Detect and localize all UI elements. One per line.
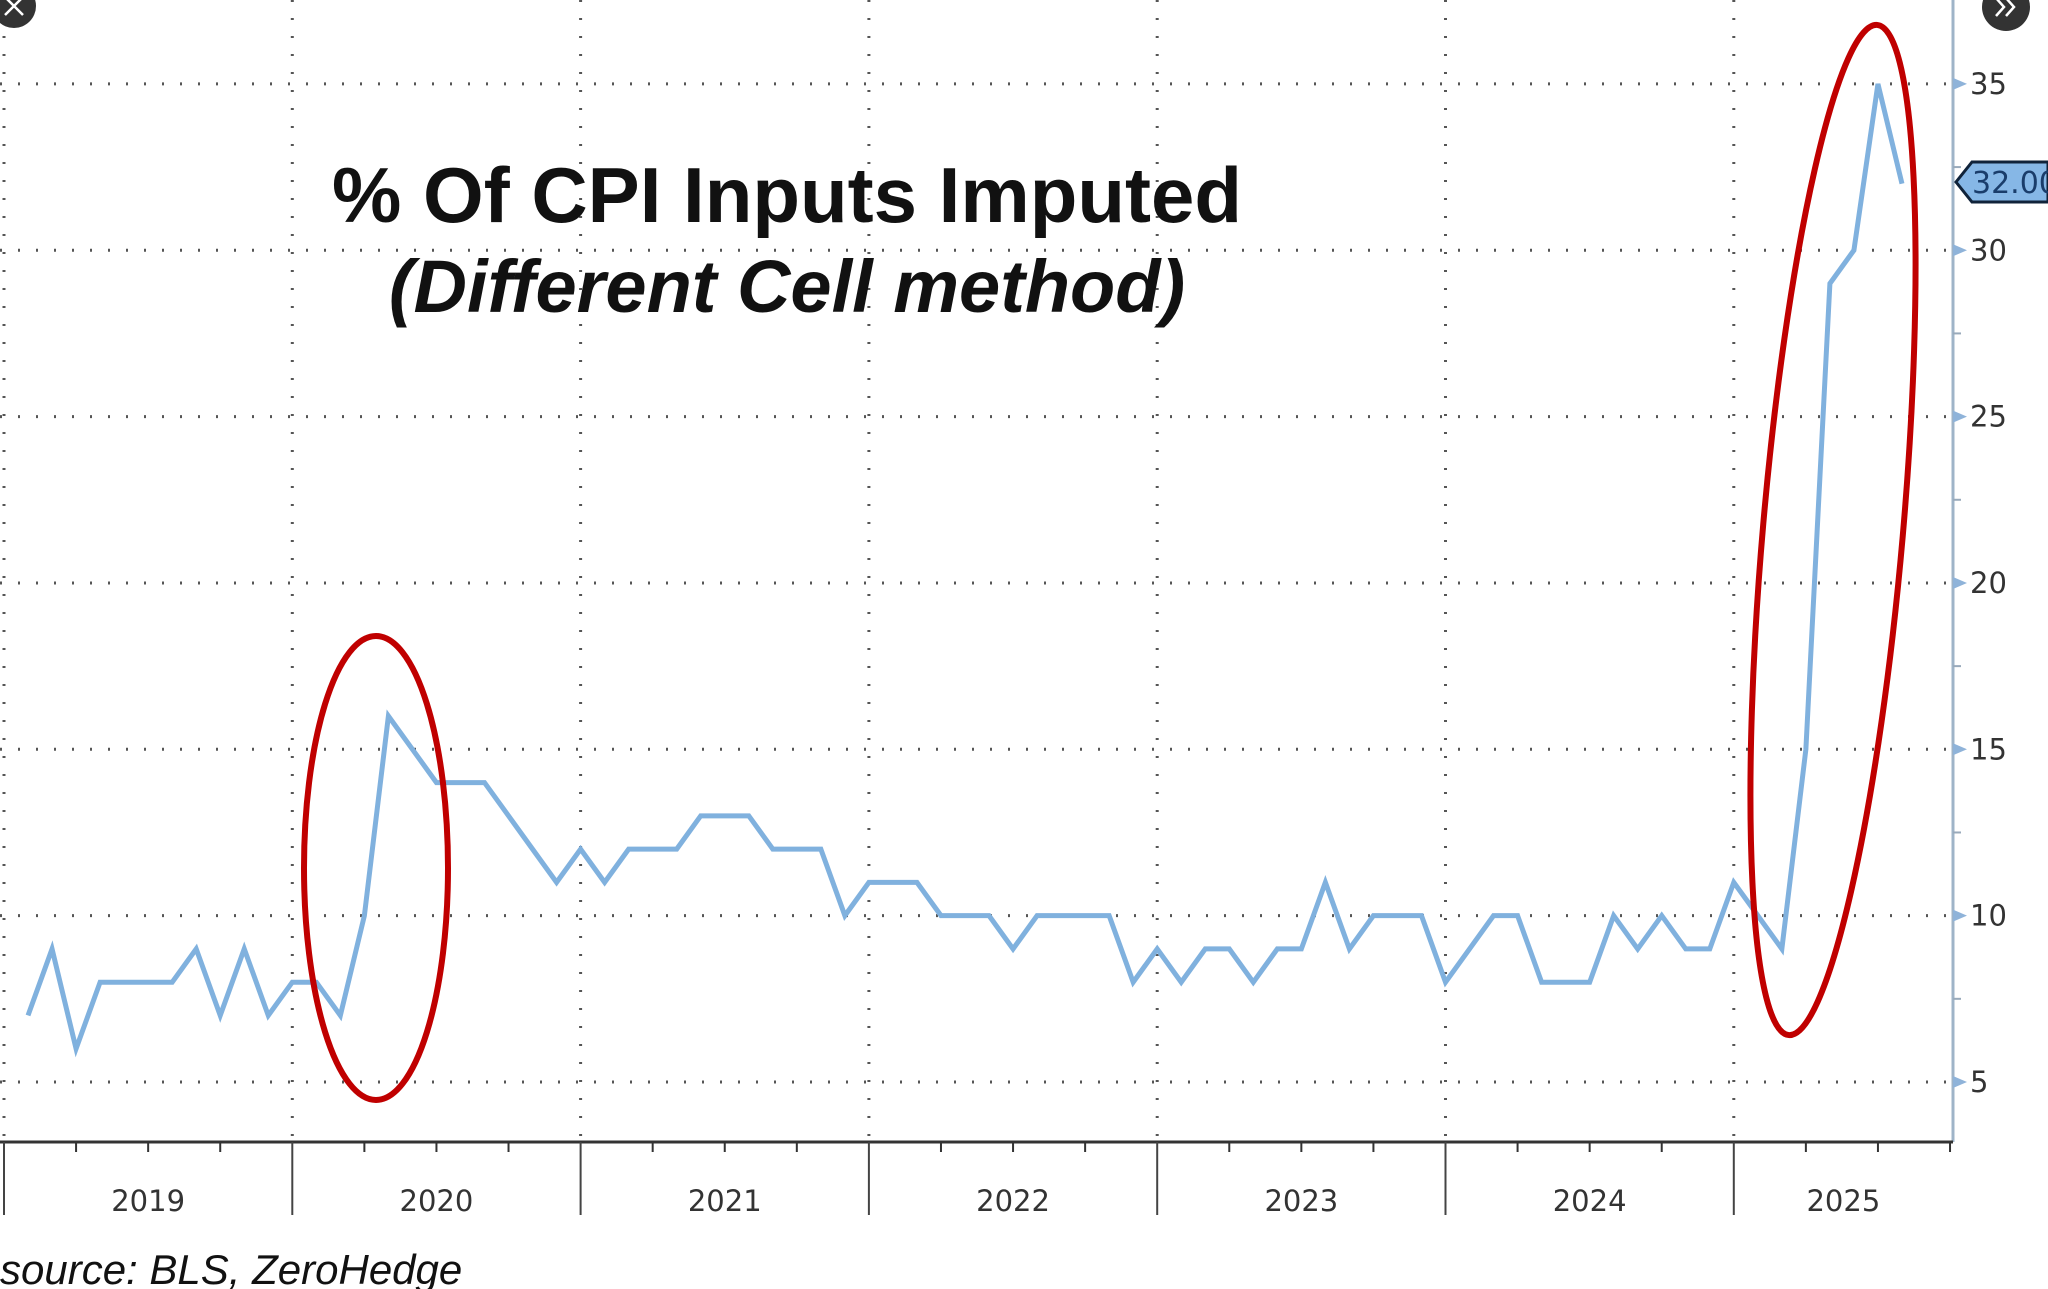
y-tick-label: 35	[1970, 67, 2007, 101]
y-tick-marker	[1953, 576, 1967, 589]
y-tick-marker	[1953, 743, 1967, 756]
y-tick-label: 10	[1970, 899, 2007, 933]
x-tick-label: 2025	[1806, 1184, 1880, 1218]
highlight-ellipse-2020	[301, 633, 451, 1103]
x-tick-label: 2020	[400, 1184, 474, 1218]
x-axis-ticks: 2019 2020 2021 2022 2023 2024 2025	[3, 1142, 1952, 1218]
chart-title: % Of CPI Inputs Imputed	[332, 151, 1242, 239]
close-icon[interactable]	[0, 0, 36, 28]
x-tick-label: 2023	[1264, 1184, 1338, 1218]
series	[25, 83, 1905, 1058]
y-tick-marker	[1953, 77, 1967, 90]
y-tick-marker	[1953, 909, 1967, 922]
axes	[0, 0, 1955, 1144]
double-chevron-right-icon[interactable]	[1982, 0, 2030, 31]
last-value-tag-shape	[1954, 160, 2048, 204]
last-value-tag: 32.00	[1954, 160, 2048, 204]
y-tick-label: 30	[1970, 233, 2007, 267]
y-tick-label: 5	[1970, 1065, 1988, 1099]
y-axis-ticks: 5 10 15 20 25 30 35	[1953, 67, 2007, 1099]
y-tick-label: 25	[1970, 400, 2007, 434]
y-tick-label: 15	[1970, 732, 2007, 766]
x-tick-label: 2024	[1553, 1184, 1627, 1218]
x-tick-label: 2021	[688, 1184, 762, 1218]
y-tick-marker	[1953, 410, 1967, 423]
chart-subtitle: (Different Cell method)	[389, 245, 1185, 328]
annotations	[301, 21, 1919, 1103]
y-tick-marker	[1953, 1076, 1967, 1088]
y-tick-marker	[1953, 244, 1967, 257]
x-tick-label: 2019	[111, 1184, 185, 1218]
source-note: source: BLS, ZeroHedge	[0, 1246, 462, 1289]
gridlines	[0, 0, 1953, 1142]
x-tick-label: 2022	[976, 1184, 1050, 1218]
last-value-label: 32.00	[1972, 166, 2048, 201]
highlight-ellipse-2025	[1747, 21, 1919, 1039]
y-tick-label: 20	[1970, 566, 2007, 600]
